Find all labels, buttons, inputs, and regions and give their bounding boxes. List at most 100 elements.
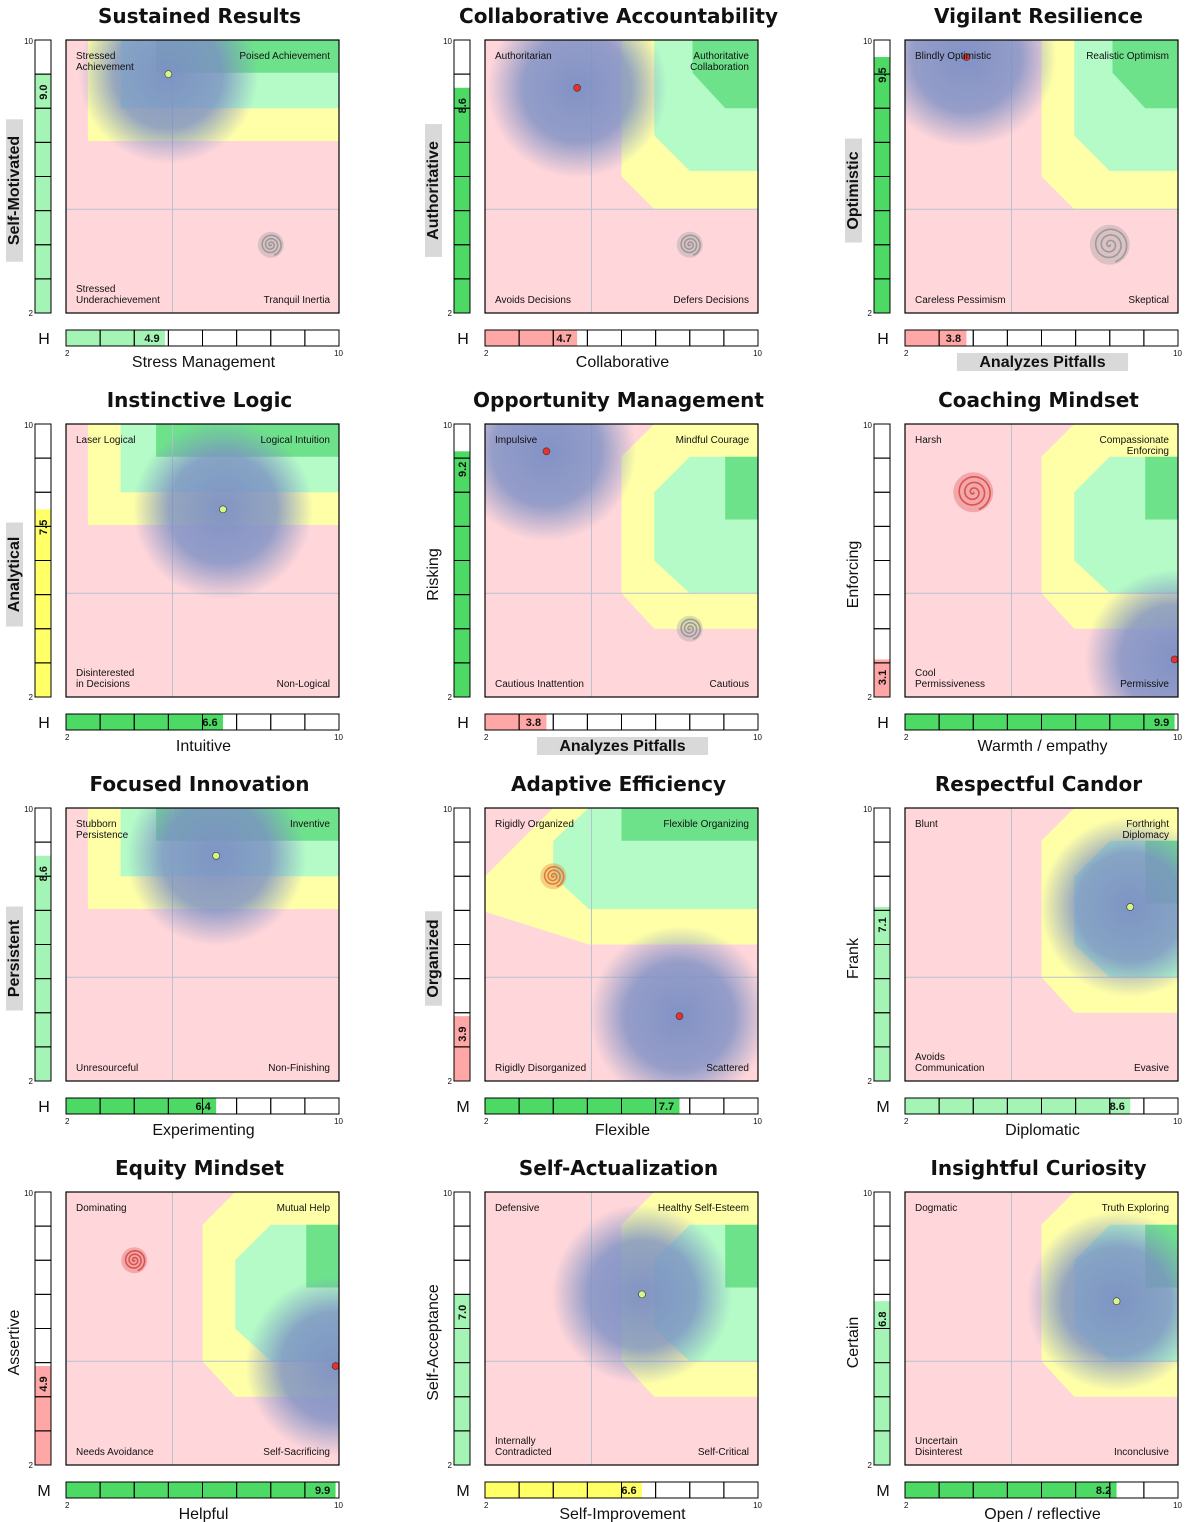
y-bar-cell bbox=[873, 628, 891, 664]
y-bar-cell bbox=[34, 1259, 52, 1295]
plot-border bbox=[904, 807, 1179, 1082]
x-bar-cell bbox=[723, 329, 759, 347]
y-bar-cell bbox=[873, 841, 891, 877]
x-bar-fill bbox=[485, 714, 547, 730]
y-bar-cell bbox=[873, 423, 891, 459]
y-bar-cell bbox=[453, 978, 471, 1014]
quadrant-label-br: Non-Finishing bbox=[268, 1063, 330, 1074]
y-tick-max: 10 bbox=[24, 37, 33, 46]
x-tick-max: 10 bbox=[334, 1501, 343, 1510]
x-label-box bbox=[536, 737, 709, 755]
zone-2 bbox=[692, 40, 758, 109]
y-bar-cell bbox=[453, 39, 471, 75]
level-label: M bbox=[876, 1483, 889, 1500]
data-point bbox=[638, 1290, 646, 1299]
quadrant-label-bl: Needs Avoidance bbox=[76, 1447, 154, 1458]
quadrant-label-tr: Logical Intuition bbox=[261, 435, 331, 446]
plot-area bbox=[66, 40, 339, 313]
y-label-box bbox=[845, 138, 862, 243]
y-bar-fill bbox=[35, 855, 51, 1081]
x-bar-cell bbox=[689, 713, 725, 731]
x-tick-min: 2 bbox=[65, 1501, 70, 1510]
x-bar-cell bbox=[1143, 713, 1179, 731]
y-label-box bbox=[425, 911, 442, 1006]
chart-1: Sustained Results Stressed Achievement Pois… bbox=[6, 4, 344, 371]
chart-title: Equity Mindset bbox=[115, 1156, 284, 1180]
range-cloud bbox=[1040, 816, 1178, 997]
y-bar-fill bbox=[35, 74, 51, 313]
y-bar-cell bbox=[873, 278, 891, 314]
chart-9: Respectful Candor Blunt Forthright Diplomac… bbox=[845, 772, 1183, 1139]
y-bar-cell bbox=[34, 807, 52, 843]
y-bar-cell bbox=[873, 560, 891, 596]
x-axis-label: Collaborative bbox=[576, 354, 669, 371]
data-point bbox=[962, 53, 971, 61]
y-label-box bbox=[6, 522, 23, 627]
range-cloud bbox=[1084, 569, 1178, 697]
range-cloud bbox=[905, 40, 1057, 148]
x-bar-cell bbox=[552, 713, 588, 731]
level-label: H bbox=[38, 715, 50, 732]
range-cloud bbox=[126, 808, 307, 946]
y-bar-cell bbox=[873, 594, 891, 630]
y-tick-min: 2 bbox=[448, 309, 453, 318]
y-axis-label: Self-Motivated bbox=[6, 136, 23, 245]
y-tick-min: 2 bbox=[448, 1077, 453, 1086]
x-bar-fill bbox=[485, 1098, 680, 1114]
y-tick-max: 10 bbox=[443, 37, 452, 46]
x-bar-cell bbox=[1143, 1097, 1179, 1115]
x-axis-label: Self-Improvement bbox=[559, 1506, 686, 1522]
x-bar-cell bbox=[270, 1097, 306, 1115]
x-bar-fill bbox=[905, 714, 1175, 730]
x-bar-cell bbox=[689, 1481, 725, 1499]
plot-border bbox=[65, 423, 340, 698]
chart-title: Collaborative Accountability bbox=[459, 4, 778, 28]
quadrant-label-tr: Healthy Self-Esteem bbox=[658, 1203, 749, 1214]
quadrant-label-br: Self-Sacrificing bbox=[263, 1447, 330, 1458]
level-label: M bbox=[37, 1483, 50, 1500]
chart-title: Adaptive Efficiency bbox=[511, 772, 726, 796]
x-axis-label: Stress Management bbox=[132, 354, 276, 371]
chart-title: Coaching Mindset bbox=[938, 388, 1139, 412]
y-tick-min: 2 bbox=[448, 1461, 453, 1470]
x-tick-max: 10 bbox=[1173, 1501, 1182, 1510]
plot-area bbox=[66, 1192, 339, 1465]
y-value-label: 6.8 bbox=[877, 1312, 889, 1327]
x-bar-cell bbox=[202, 329, 238, 347]
y-bar-cell bbox=[34, 1293, 52, 1329]
quadrant-label-br: Evasive bbox=[1134, 1063, 1169, 1074]
y-bar-cell bbox=[873, 1046, 891, 1082]
y-bar-fill bbox=[874, 659, 890, 697]
quadrant-label-tr: Mutual Help bbox=[277, 1203, 331, 1214]
x-bar-cell bbox=[1041, 329, 1077, 347]
x-bar-cell bbox=[723, 1481, 759, 1499]
swirl-marker bbox=[543, 866, 565, 888]
plot-area bbox=[485, 808, 758, 1081]
y-axis-label: Risking bbox=[425, 548, 442, 600]
x-tick-min: 2 bbox=[484, 733, 489, 742]
x-bar-cell bbox=[304, 713, 340, 731]
x-axis-label: Warmth / empathy bbox=[977, 738, 1107, 755]
y-bar-cell bbox=[873, 1191, 891, 1227]
y-tick-min: 2 bbox=[868, 693, 873, 702]
quadrant-label-tl: Stressed Achievement bbox=[76, 51, 134, 73]
x-tick-max: 10 bbox=[334, 733, 343, 742]
plot-area bbox=[905, 1192, 1178, 1465]
x-bar-cell bbox=[236, 713, 272, 731]
x-axis-label: Flexible bbox=[595, 1122, 650, 1139]
chart-2: Collaborative Accountability Authoritaria… bbox=[425, 4, 778, 371]
level-label: H bbox=[457, 331, 469, 348]
quadrant-label-br: Tranquil Inertia bbox=[264, 295, 331, 306]
plot-area bbox=[905, 808, 1178, 1081]
quadrant-label-bl: Avoids Communication bbox=[915, 1052, 984, 1074]
x-bar-cell bbox=[270, 713, 306, 731]
y-axis-label: Persistent bbox=[6, 919, 23, 997]
y-tick-max: 10 bbox=[443, 805, 452, 814]
zone-2 bbox=[621, 808, 758, 841]
y-bar-cell bbox=[873, 457, 891, 493]
x-value-label: 6.6 bbox=[621, 1485, 636, 1497]
x-tick-max: 10 bbox=[334, 349, 343, 358]
quadrant-label-tr: Realistic Optimism bbox=[1086, 51, 1169, 62]
plot-border bbox=[484, 39, 759, 314]
x-bar-fill bbox=[66, 714, 223, 730]
